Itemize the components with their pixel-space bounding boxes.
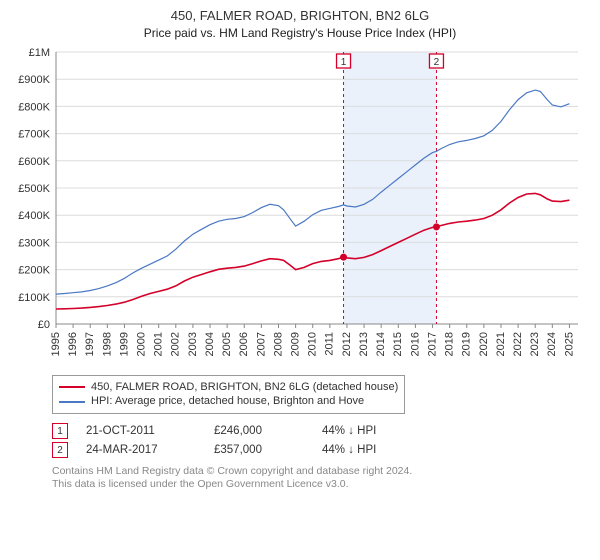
sale-price: £246,000 [214,425,304,437]
svg-text:2018: 2018 [444,332,456,356]
page-subtitle: Price paid vs. HM Land Registry's House … [12,26,588,40]
legend-swatch [59,386,85,388]
sale-date: 21-OCT-2011 [86,425,196,437]
svg-text:£1M: £1M [29,47,50,59]
svg-text:1999: 1999 [118,332,130,356]
svg-text:2020: 2020 [478,332,490,356]
legend-row: 450, FALMER ROAD, BRIGHTON, BN2 6LG (det… [59,380,398,395]
page-title: 450, FALMER ROAD, BRIGHTON, BN2 6LG [12,8,588,24]
page-container: 450, FALMER ROAD, BRIGHTON, BN2 6LG Pric… [0,0,600,560]
svg-text:2002: 2002 [170,332,182,356]
svg-text:2011: 2011 [324,332,336,356]
svg-text:2025: 2025 [563,332,575,356]
legend: 450, FALMER ROAD, BRIGHTON, BN2 6LG (det… [52,375,405,415]
sale-row: 1 21-OCT-2011 £246,000 44% ↓ HPI [52,423,588,439]
footer-line-2: This data is licensed under the Open Gov… [52,478,588,491]
chart-area: £0 £100K £200K £300K £400K £500K £600K £700K £80… [12,46,588,369]
svg-text:£100K: £100K [18,291,50,303]
svg-text:2005: 2005 [221,332,233,356]
legend-row: HPI: Average price, detached house, Brig… [59,394,398,409]
legend-label: 450, FALMER ROAD, BRIGHTON, BN2 6LG (det… [91,380,398,395]
sale-price: £357,000 [214,444,304,456]
sales-table: 1 21-OCT-2011 £246,000 44% ↓ HPI 2 24-MAR-201… [52,420,588,461]
svg-text:2010: 2010 [307,332,319,356]
svg-text:2014: 2014 [375,332,387,356]
svg-text:2019: 2019 [461,332,473,356]
price-chart: £0 £100K £200K £300K £400K £500K £600K £700K £80… [12,46,588,366]
svg-text:2021: 2021 [495,332,507,356]
svg-text:2015: 2015 [392,332,404,356]
sale-marker-box: 1 [52,423,68,439]
svg-text:£700K: £700K [18,128,50,140]
sale-date: 24-MAR-2017 [86,444,196,456]
svg-text:2006: 2006 [238,332,250,356]
svg-text:£600K: £600K [18,155,50,167]
svg-text:2: 2 [434,57,440,68]
svg-text:£500K: £500K [18,183,50,195]
svg-text:2012: 2012 [341,332,353,356]
svg-text:£900K: £900K [18,74,50,86]
svg-text:1997: 1997 [84,332,96,356]
sale-marker-dot [340,253,347,260]
svg-text:2009: 2009 [290,332,302,356]
svg-text:1995: 1995 [50,332,62,356]
svg-text:£400K: £400K [18,210,50,222]
sale-marker-dot [433,223,440,230]
svg-text:2004: 2004 [204,332,216,356]
sale-pct-vs-hpi: 44% ↓ HPI [322,425,432,437]
sale-marker-box: 2 [52,442,68,458]
svg-text:2003: 2003 [187,332,199,356]
footer-attribution: Contains HM Land Registry data © Crown c… [52,465,588,491]
sale-pct-vs-hpi: 44% ↓ HPI [322,444,432,456]
svg-text:£200K: £200K [18,264,50,276]
svg-text:£800K: £800K [18,101,50,113]
svg-text:2008: 2008 [272,332,284,356]
svg-text:1996: 1996 [67,332,79,356]
svg-text:£0: £0 [38,319,50,331]
sale-row: 2 24-MAR-2017 £357,000 44% ↓ HPI [52,442,588,458]
legend-label: HPI: Average price, detached house, Brig… [91,394,364,409]
svg-text:2024: 2024 [546,332,558,356]
svg-text:£300K: £300K [18,237,50,249]
svg-text:2016: 2016 [409,332,421,356]
svg-text:2023: 2023 [529,332,541,356]
svg-text:2013: 2013 [358,332,370,356]
svg-text:2017: 2017 [426,332,438,356]
svg-text:1: 1 [341,57,347,68]
svg-text:2007: 2007 [255,332,267,356]
svg-text:2001: 2001 [153,332,165,356]
svg-text:2000: 2000 [135,332,147,356]
legend-swatch [59,401,85,403]
svg-text:2022: 2022 [512,332,524,356]
svg-text:1998: 1998 [101,332,113,356]
footer-line-1: Contains HM Land Registry data © Crown c… [52,465,588,478]
